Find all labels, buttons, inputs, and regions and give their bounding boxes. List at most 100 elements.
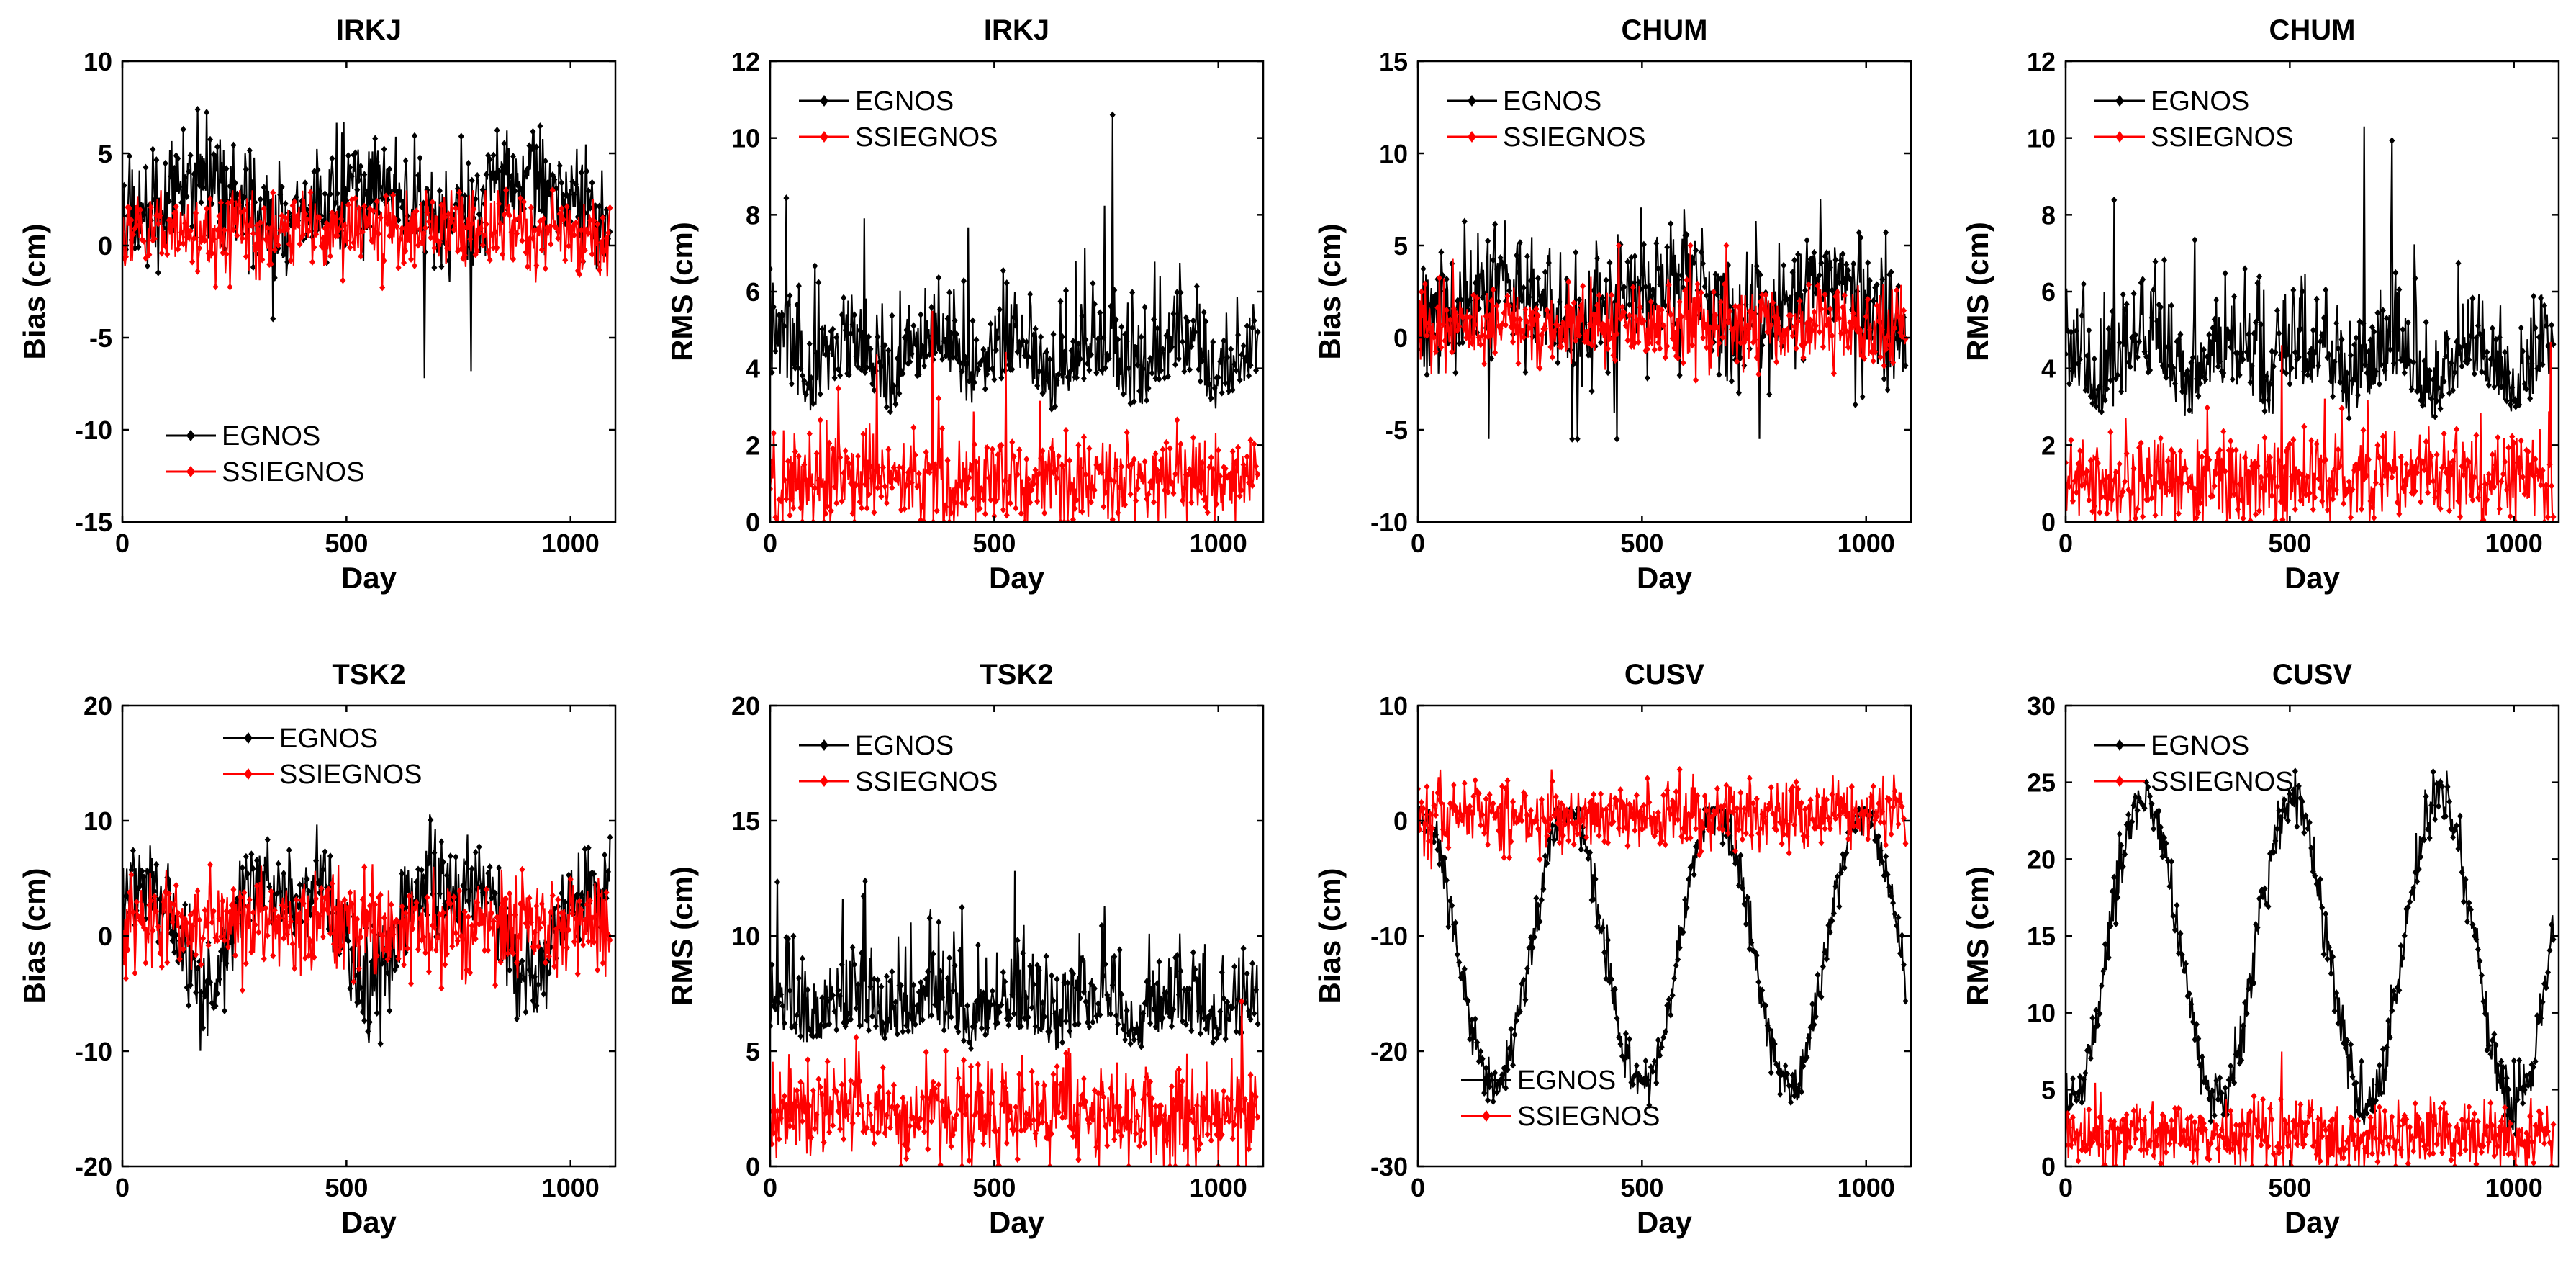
data-point: [2158, 434, 2164, 442]
data-point: [1630, 283, 1636, 291]
data-point: [1020, 949, 1026, 957]
data-point: [851, 960, 858, 968]
data-point: [1881, 361, 1887, 369]
data-point: [399, 903, 405, 911]
data-point: [523, 248, 529, 256]
data-point: [1206, 1115, 1213, 1122]
data-point: [2174, 475, 2180, 483]
data-point: [517, 185, 523, 193]
x-tick-label: 0: [1411, 528, 1425, 558]
data-point: [2419, 401, 2426, 409]
data-point: [1472, 1015, 1478, 1023]
data-point: [928, 303, 935, 311]
data-point: [356, 998, 362, 1006]
data-point: [2489, 451, 2495, 459]
data-point: [2148, 314, 2155, 322]
data-point: [2116, 1138, 2123, 1146]
data-point: [130, 909, 136, 917]
data-point: [2308, 346, 2315, 354]
data-point: [1526, 324, 1532, 332]
data-point: [916, 469, 922, 477]
data-point: [770, 429, 777, 437]
data-point: [857, 326, 863, 334]
data-point: [2528, 360, 2535, 368]
data-point: [1527, 806, 1534, 814]
data-point: [397, 196, 404, 204]
data-point: [1535, 825, 1541, 833]
data-point: [1244, 453, 1250, 461]
data-point: [1797, 297, 1803, 305]
data-point: [912, 340, 918, 348]
data-point: [2462, 875, 2469, 883]
data-point: [866, 333, 872, 341]
data-point: [300, 230, 307, 238]
data-point: [1609, 976, 1615, 983]
data-point: [971, 1022, 977, 1030]
data-point: [2539, 361, 2546, 369]
data-point: [330, 940, 337, 948]
data-point: [169, 918, 176, 926]
data-point: [930, 1079, 936, 1086]
data-point: [1669, 334, 1676, 342]
data-point: [772, 347, 779, 355]
data-point: [176, 239, 183, 247]
data-point: [1745, 805, 1751, 813]
data-point: [2107, 428, 2114, 436]
data-point: [302, 210, 309, 217]
data-point: [864, 364, 870, 372]
data-point: [512, 911, 518, 919]
data-point: [2084, 1145, 2090, 1153]
data-point: [1242, 354, 1249, 362]
data-point: [2371, 514, 2377, 522]
data-point: [2546, 461, 2553, 469]
data-point: [941, 337, 947, 345]
data-point: [918, 311, 924, 319]
data-point: [2261, 407, 2268, 415]
data-point: [158, 249, 165, 257]
data-point: [2305, 371, 2311, 379]
data-point: [2455, 497, 2462, 505]
data-point: [1657, 281, 1663, 289]
data-point: [135, 214, 142, 222]
data-point: [794, 477, 800, 485]
data-point: [2104, 385, 2110, 393]
data-point: [596, 891, 602, 899]
data-point: [2401, 477, 2408, 485]
data-point: [1229, 386, 1236, 394]
data-point: [926, 914, 933, 922]
data-point: [1193, 1102, 1200, 1109]
data-point: [2484, 348, 2490, 356]
data-point: [135, 243, 142, 251]
data-point: [300, 900, 307, 908]
data-point: [2240, 1022, 2246, 1030]
data-point: [2256, 507, 2263, 515]
data-point: [1158, 1102, 1165, 1110]
data-point: [1526, 831, 1532, 839]
data-point: [2459, 362, 2465, 370]
data-point: [2338, 405, 2345, 413]
x-tick-label: 1000: [2485, 528, 2543, 558]
data-point: [1113, 1012, 1119, 1019]
data-point: [458, 132, 464, 140]
data-point: [1551, 836, 1558, 844]
data-point: [1211, 384, 1218, 392]
data-point: [2068, 1141, 2074, 1149]
data-point: [1149, 484, 1155, 492]
data-point: [2294, 1140, 2300, 1148]
data-point: [446, 210, 452, 218]
data-point: [2323, 910, 2329, 918]
data-point: [2195, 1126, 2202, 1134]
data-point: [1612, 356, 1618, 364]
data-point: [1784, 1070, 1791, 1078]
data-point: [2401, 932, 2408, 940]
data-point: [1174, 289, 1180, 297]
data-point: [2330, 953, 2336, 960]
data-point: [2260, 893, 2266, 901]
data-point: [2140, 513, 2146, 521]
data-point: [1843, 261, 1850, 269]
data-point: [284, 930, 291, 938]
x-tick-label: 1000: [1838, 1173, 1895, 1202]
data-point: [2312, 494, 2318, 502]
